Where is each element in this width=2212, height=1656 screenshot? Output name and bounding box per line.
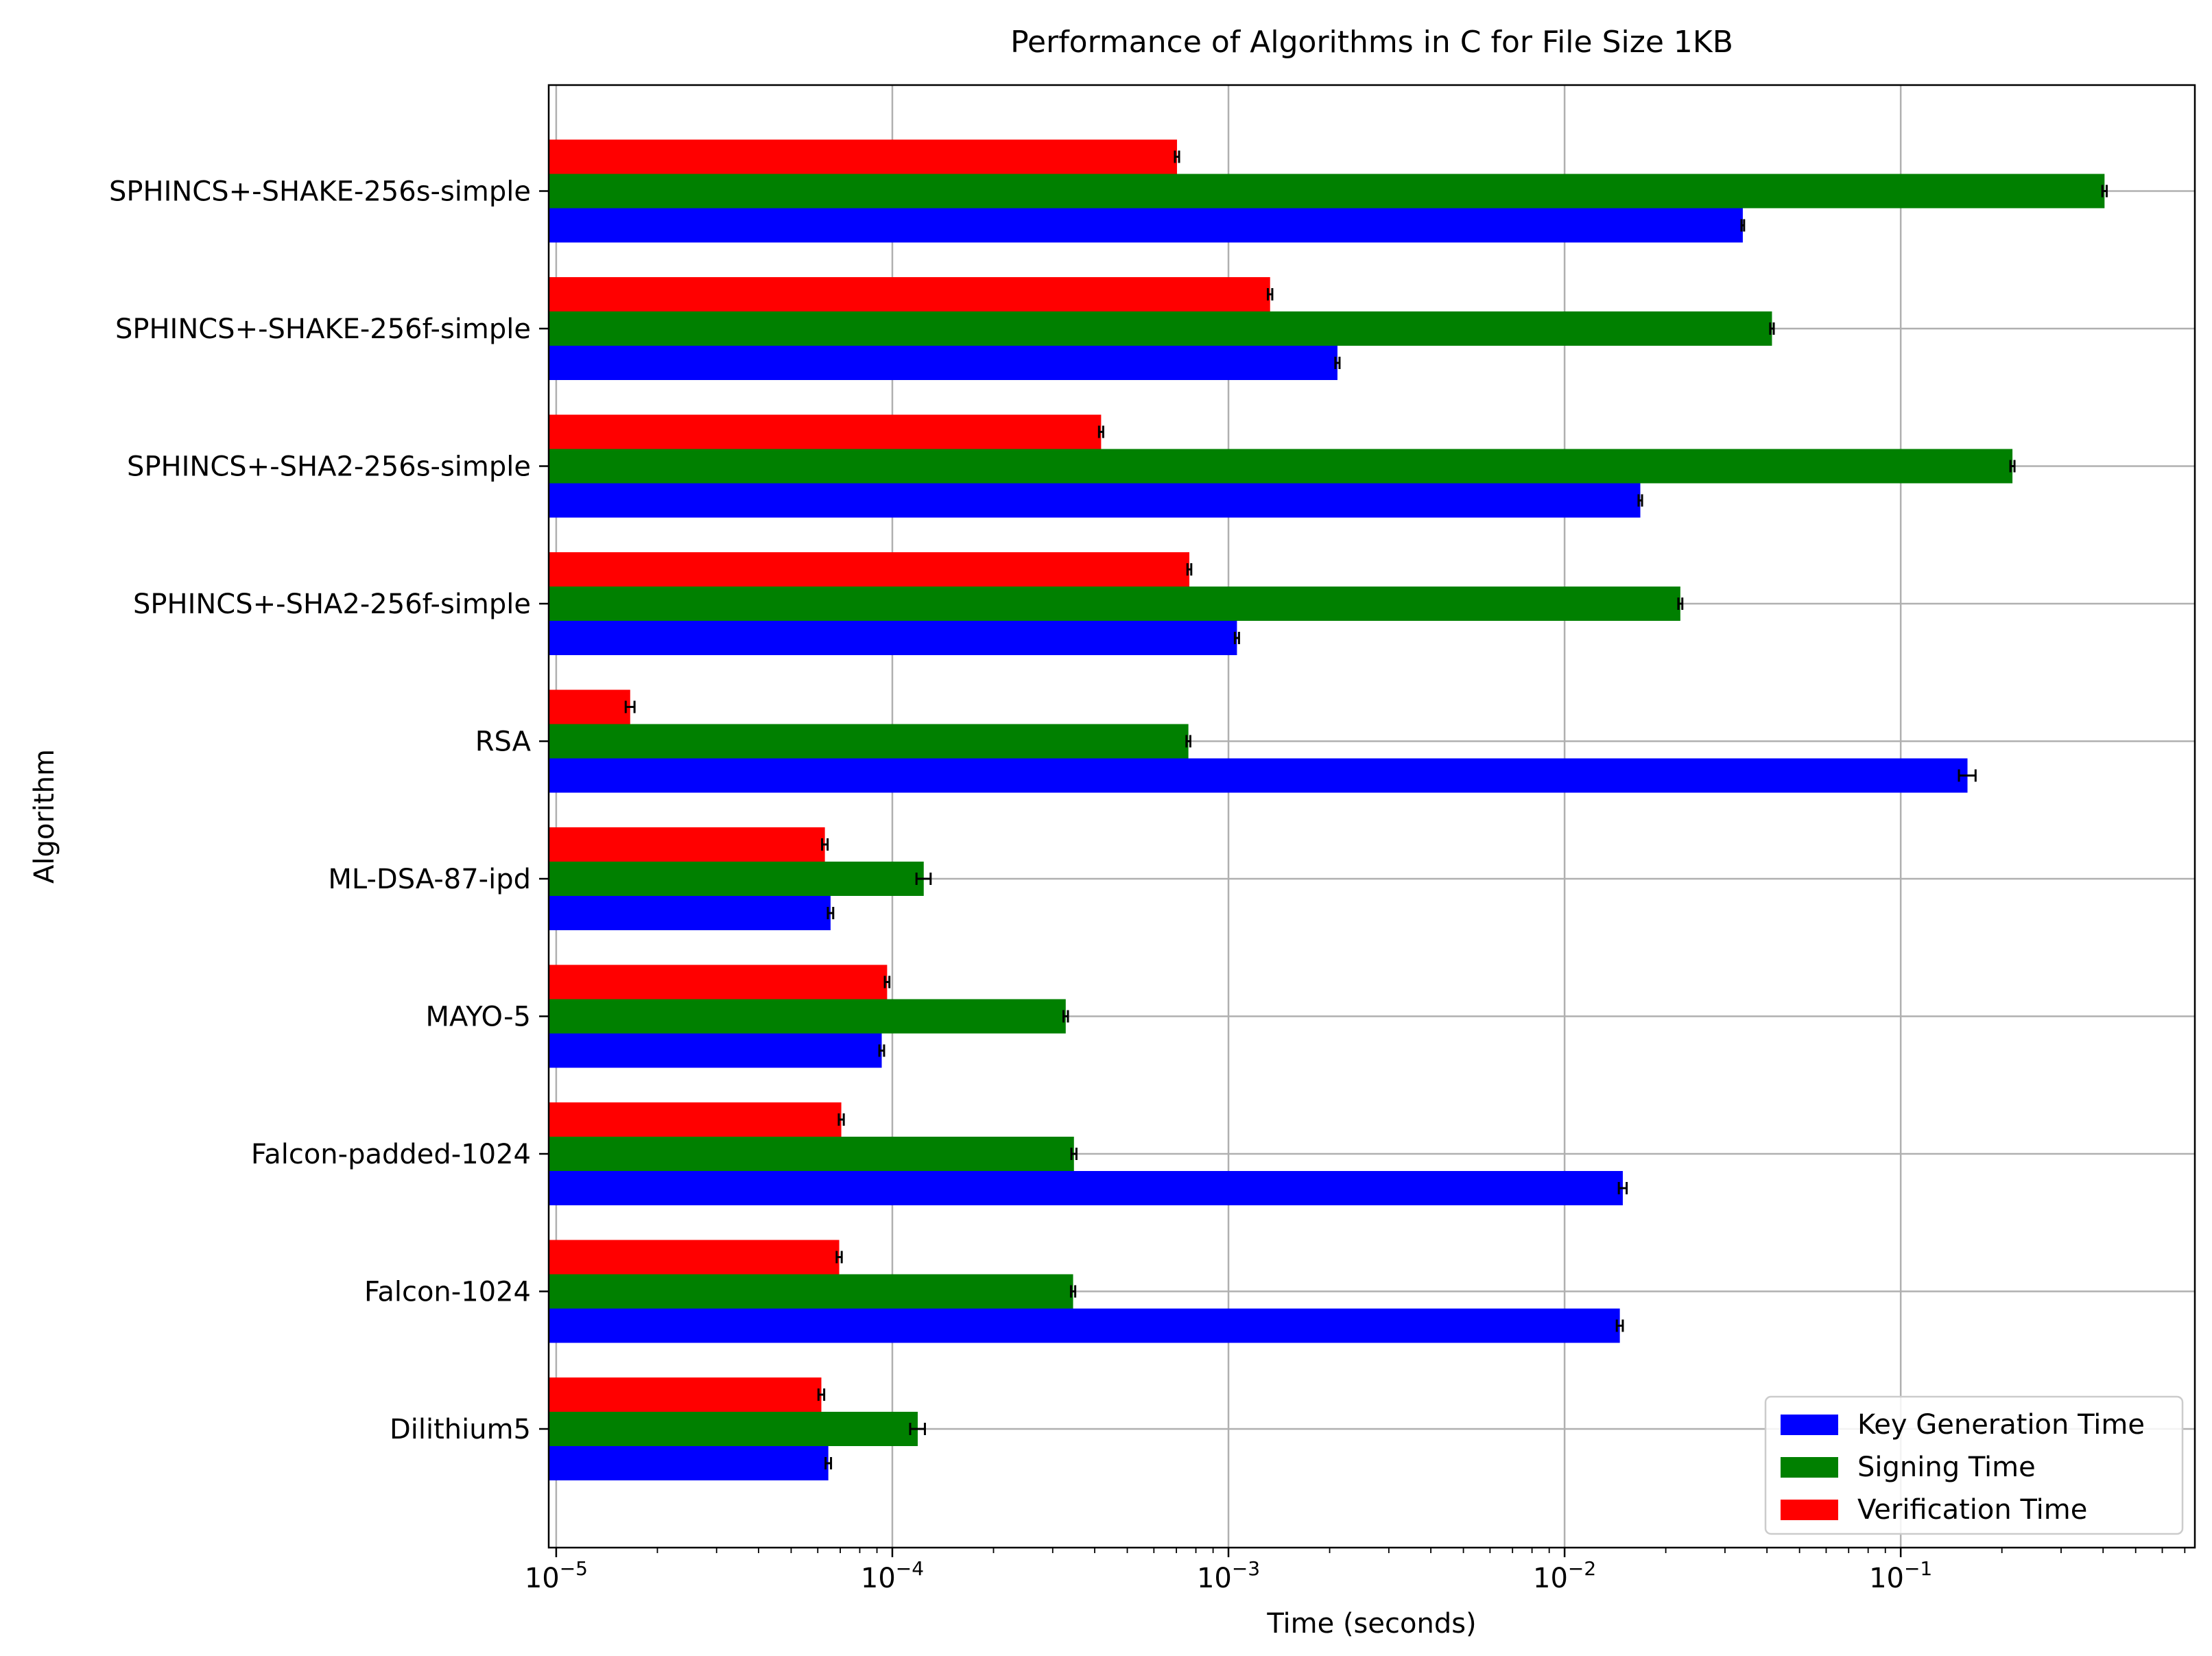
bar <box>549 621 1237 655</box>
bar <box>549 208 1743 243</box>
y-tick-label: SPHINCS+-SHAKE-256s-simple <box>109 176 531 208</box>
bar <box>549 449 2013 484</box>
bar <box>549 552 1190 587</box>
legend-swatch <box>1781 1415 1838 1435</box>
legend-label: Signing Time <box>1857 1452 2036 1483</box>
x-tick-label: 10−4 <box>861 1557 924 1594</box>
y-tick-label: Falcon-padded-1024 <box>251 1139 531 1170</box>
bars <box>549 139 2105 1480</box>
bar <box>549 277 1270 311</box>
x-tick-label: 10−5 <box>525 1557 588 1594</box>
legend-swatch <box>1781 1500 1838 1520</box>
bar <box>549 414 1102 449</box>
bar <box>549 1308 1620 1343</box>
y-tick-label: SPHINCS+-SHAKE-256f-simple <box>115 314 531 345</box>
y-tick-label: ML-DSA-87-ipd <box>328 864 531 895</box>
bar <box>549 1137 1074 1171</box>
bar <box>549 483 1641 518</box>
bar <box>549 1274 1073 1309</box>
bar <box>549 862 924 896</box>
y-tick-label: Dilithium5 <box>390 1414 531 1445</box>
bar <box>549 896 831 930</box>
legend: Key Generation Time Signing Time Verificat… <box>1764 1395 2184 1535</box>
bar <box>549 1377 822 1412</box>
legend-label: Verification Time <box>1857 1494 2087 1526</box>
bar <box>549 1102 842 1137</box>
x-tick-label: 10−3 <box>1197 1557 1260 1594</box>
bar <box>549 587 1680 621</box>
bar <box>549 1446 829 1480</box>
bar <box>549 999 1066 1034</box>
x-axis: 10−5 10−4 10−3 10−2 10−1 <box>525 1548 2186 1594</box>
y-axis: Dilithium5 Falcon-1024 Falcon-padded-1024 M… <box>109 176 549 1445</box>
y-tick-label: SPHINCS+-SHA2-256s-simple <box>127 451 531 483</box>
x-tick-label: 10−1 <box>1869 1557 1932 1594</box>
y-tick-label: Falcon-1024 <box>364 1277 531 1308</box>
bar <box>549 1240 840 1275</box>
bar <box>549 758 1968 793</box>
y-tick-label: RSA <box>475 726 532 758</box>
bar <box>549 346 1337 380</box>
plot-frame <box>547 84 2196 1549</box>
bar <box>549 311 1772 346</box>
y-axis-label: Algorithm <box>29 749 60 884</box>
legend-box <box>1764 1395 2184 1535</box>
y-tick-label: SPHINCS+-SHA2-256f-simple <box>133 589 531 620</box>
bar <box>549 1412 918 1446</box>
x-axis-label: Time (seconds) <box>1266 1608 1476 1640</box>
bar <box>549 174 2105 209</box>
chart-title: Performance of Algorithms in C for File … <box>1010 25 1733 60</box>
bar <box>549 689 630 724</box>
legend-label: Key Generation Time <box>1857 1409 2145 1441</box>
y-tick-label: MAYO-5 <box>426 1002 532 1033</box>
error-bars <box>624 150 2108 1469</box>
bar <box>549 724 1189 759</box>
bar <box>549 965 888 999</box>
legend-swatch <box>1781 1457 1838 1478</box>
bar <box>549 1171 1623 1205</box>
x-tick-label: 10−2 <box>1533 1557 1596 1594</box>
bar <box>549 1033 882 1068</box>
bar <box>549 827 825 862</box>
bar <box>549 139 1178 174</box>
